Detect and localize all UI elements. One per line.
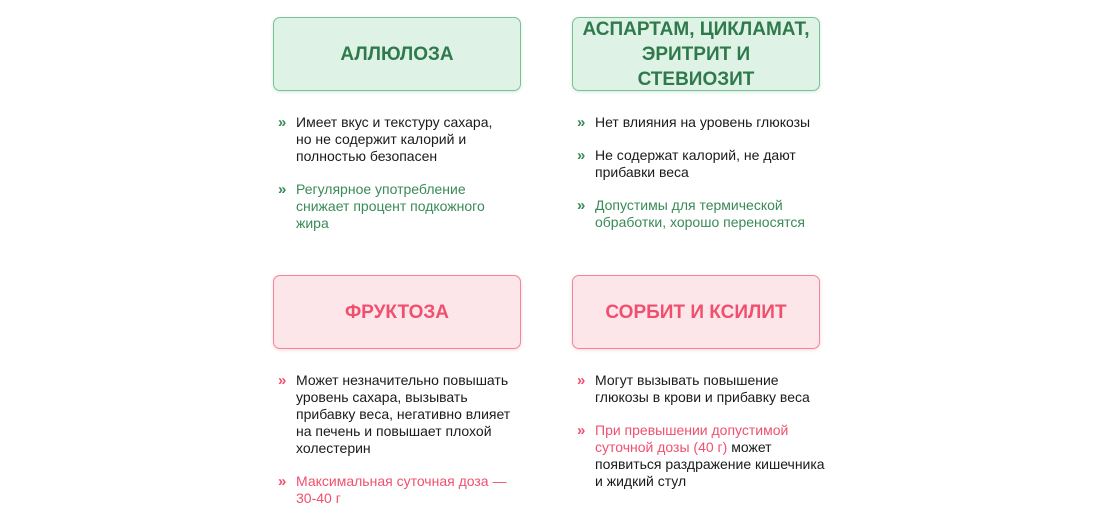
- bullet-text: Допустимы для термической обработки, хор…: [595, 197, 805, 230]
- list-item: » Может незначительно повышать уровень са…: [276, 372, 516, 457]
- bullet-text: Регулярное употребление снижает процент …: [296, 181, 485, 231]
- card-sorbitol: СОРБИТ И КСИЛИТ: [572, 275, 820, 349]
- bullet-list: » Может незначительно повышать уровень са…: [276, 372, 516, 523]
- card-title: АСПАРТАМ, ЦИКЛАМАТ, ЭРИТРИТ И СТЕВИОЗИТ: [582, 18, 810, 90]
- bullet-text: может появиться раздражение кишечника и …: [595, 439, 825, 489]
- bullet-text: Могут вызывать повышение глюкозы в крови…: [595, 372, 810, 405]
- chevron-right-icon: »: [577, 197, 586, 214]
- bullet-list: » Нет влияния на уровень глюкозы » Не содер…: [575, 114, 835, 247]
- card-allulose: АЛЛЮЛОЗА: [273, 17, 521, 91]
- list-item: » При превышении допустимой суточной дозы…: [575, 422, 830, 490]
- bullet-text: Не содержат калорий, не дают прибавки ве…: [595, 147, 796, 180]
- list-item: » Максимальная суточная доза — 30-40 г: [276, 473, 516, 507]
- card-fructose: ФРУКТОЗА: [273, 275, 521, 349]
- bullet-text: Максимальная суточная доза — 30-40 г: [296, 473, 507, 506]
- card-title: СОРБИТ И КСИЛИТ: [605, 301, 787, 323]
- list-item: » Могут вызывать повышение глюкозы в кров…: [575, 372, 830, 406]
- list-item: » Регулярное употребление снижает процент…: [276, 181, 506, 232]
- card-title: АЛЛЮЛОЗА: [340, 43, 454, 65]
- chevron-right-icon: »: [278, 473, 287, 490]
- bullet-list: » Имеет вкус и текстуру сахара, но не сод…: [276, 114, 506, 248]
- chevron-right-icon: »: [278, 181, 287, 198]
- chevron-right-icon: »: [577, 372, 586, 389]
- list-item: » Нет влияния на уровень глюкозы: [575, 114, 835, 131]
- list-item: » Имеет вкус и текстуру сахара, но не сод…: [276, 114, 506, 165]
- chevron-right-icon: »: [577, 422, 586, 439]
- bullet-text: При превышении допустимой суточной дозы …: [595, 422, 789, 455]
- list-item: » Допустимы для термической обработки, хо…: [575, 197, 835, 231]
- bullet-text: Имеет вкус и текстуру сахара, но не соде…: [296, 114, 493, 164]
- chevron-right-icon: »: [278, 372, 287, 389]
- bullet-list: » Могут вызывать повышение глюкозы в кров…: [575, 372, 830, 506]
- list-item: » Не содержат калорий, не дают прибавки в…: [575, 147, 835, 181]
- chevron-right-icon: »: [577, 114, 586, 131]
- chevron-right-icon: »: [577, 147, 586, 164]
- card-title: ФРУКТОЗА: [344, 301, 450, 323]
- bullet-text: Нет влияния на уровень глюкозы: [595, 114, 811, 130]
- chevron-right-icon: »: [278, 114, 287, 131]
- bullet-text: Может незначительно повышать уровень сах…: [296, 372, 511, 456]
- card-aspartame: АСПАРТАМ, ЦИКЛАМАТ, ЭРИТРИТ И СТЕВИОЗИТ: [572, 17, 820, 91]
